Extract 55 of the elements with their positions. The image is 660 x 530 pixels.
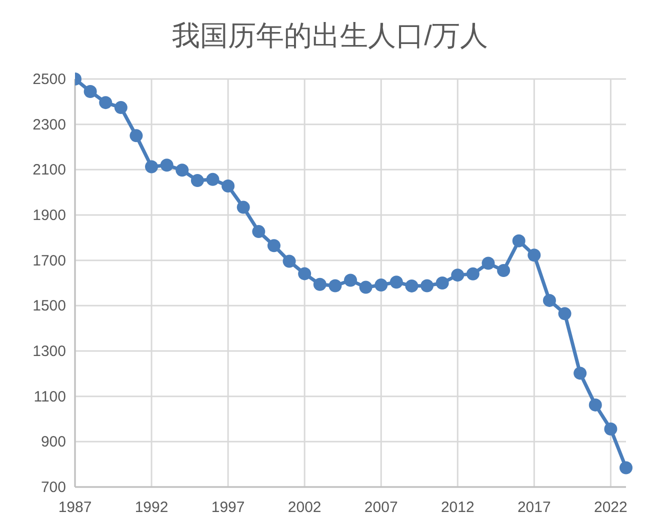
point <box>451 268 464 282</box>
point <box>114 101 128 114</box>
x-tick-label: 1987 <box>58 499 92 516</box>
x-tick-label: 1997 <box>211 499 245 516</box>
y-tick-label: 1900 <box>32 207 66 224</box>
y-tick-label: 1100 <box>34 388 66 406</box>
point <box>466 267 480 280</box>
point <box>436 276 449 290</box>
point <box>252 225 266 238</box>
point <box>512 234 526 248</box>
chart-title: 我国历年的出生人口/万人 <box>172 20 488 51</box>
point <box>160 158 174 172</box>
x-tick-label: 2012 <box>440 499 474 516</box>
point <box>130 129 143 142</box>
point <box>558 307 572 320</box>
x-tick-label: 2017 <box>517 499 551 516</box>
point <box>222 179 235 192</box>
point <box>84 84 97 98</box>
y-tick-label: 900 <box>40 434 66 451</box>
x-tick-label: 2002 <box>288 499 322 516</box>
y-tick-label: 1500 <box>32 298 66 315</box>
point <box>298 267 312 280</box>
point <box>574 366 587 380</box>
point <box>206 172 220 186</box>
y-tick-label: 2100 <box>32 162 66 179</box>
y-tick-label: 2500 <box>32 71 66 88</box>
point <box>313 278 326 291</box>
point <box>99 96 112 110</box>
point <box>344 274 357 287</box>
point <box>542 294 556 307</box>
point <box>497 264 510 278</box>
point <box>176 164 189 177</box>
point <box>390 276 403 289</box>
point <box>359 280 372 294</box>
point <box>267 239 280 252</box>
point <box>236 200 250 214</box>
x-tick-label: 2007 <box>364 499 398 516</box>
point <box>328 279 342 292</box>
point <box>620 461 632 474</box>
point <box>405 279 418 292</box>
y-tick-label: 1700 <box>32 252 66 270</box>
point <box>528 248 541 262</box>
x-tick-label: 1992 <box>134 499 168 516</box>
point <box>282 254 296 268</box>
point <box>420 279 434 292</box>
point <box>190 174 204 188</box>
point <box>145 160 158 174</box>
x-tick-label: 2022 <box>594 499 628 516</box>
y-tick-label: 1300 <box>32 343 66 360</box>
y-tick-label: 700 <box>40 479 66 496</box>
y-tick-label: 2300 <box>32 116 66 134</box>
point <box>374 278 388 292</box>
point <box>482 256 495 270</box>
point <box>604 422 618 436</box>
point <box>588 398 602 412</box>
